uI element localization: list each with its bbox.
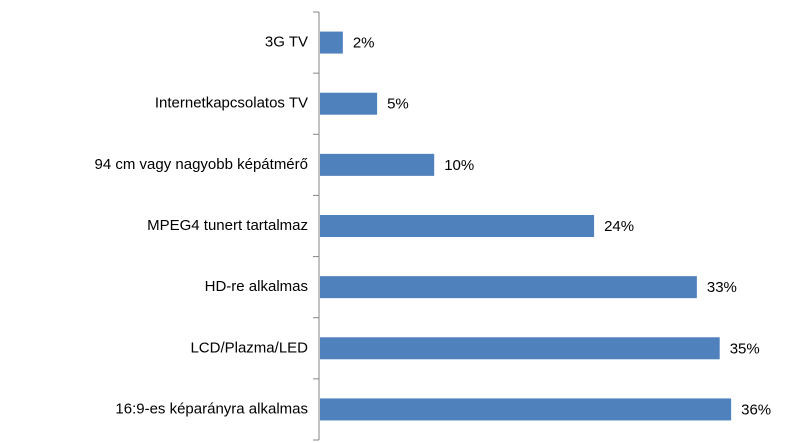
category-label: 94 cm vagy nagyobb képátmérő — [95, 156, 308, 173]
data-label: 10% — [444, 157, 474, 174]
category-label: MPEG4 tunert tartalmaz — [147, 217, 308, 234]
data-label: 36% — [741, 401, 771, 418]
category-label: 3G TV — [265, 34, 308, 51]
data-label: 24% — [604, 218, 634, 235]
bar — [320, 398, 732, 421]
bar — [320, 276, 697, 299]
category-label: HD-re alkalmas — [205, 278, 308, 295]
bar — [320, 215, 595, 237]
category-label: Internetkapcsolatos TV — [155, 95, 308, 112]
category-label: LCD/Plazma/LED — [190, 339, 308, 356]
data-label: 35% — [730, 340, 760, 357]
bar — [320, 337, 720, 360]
data-label: 2% — [353, 35, 375, 52]
category-label: 16:9-es képarányra alkalmas — [115, 400, 308, 417]
bar — [320, 92, 378, 115]
data-label: 33% — [707, 279, 737, 296]
data-label: 5% — [387, 96, 409, 113]
bar — [320, 153, 435, 176]
bar — [320, 31, 343, 54]
